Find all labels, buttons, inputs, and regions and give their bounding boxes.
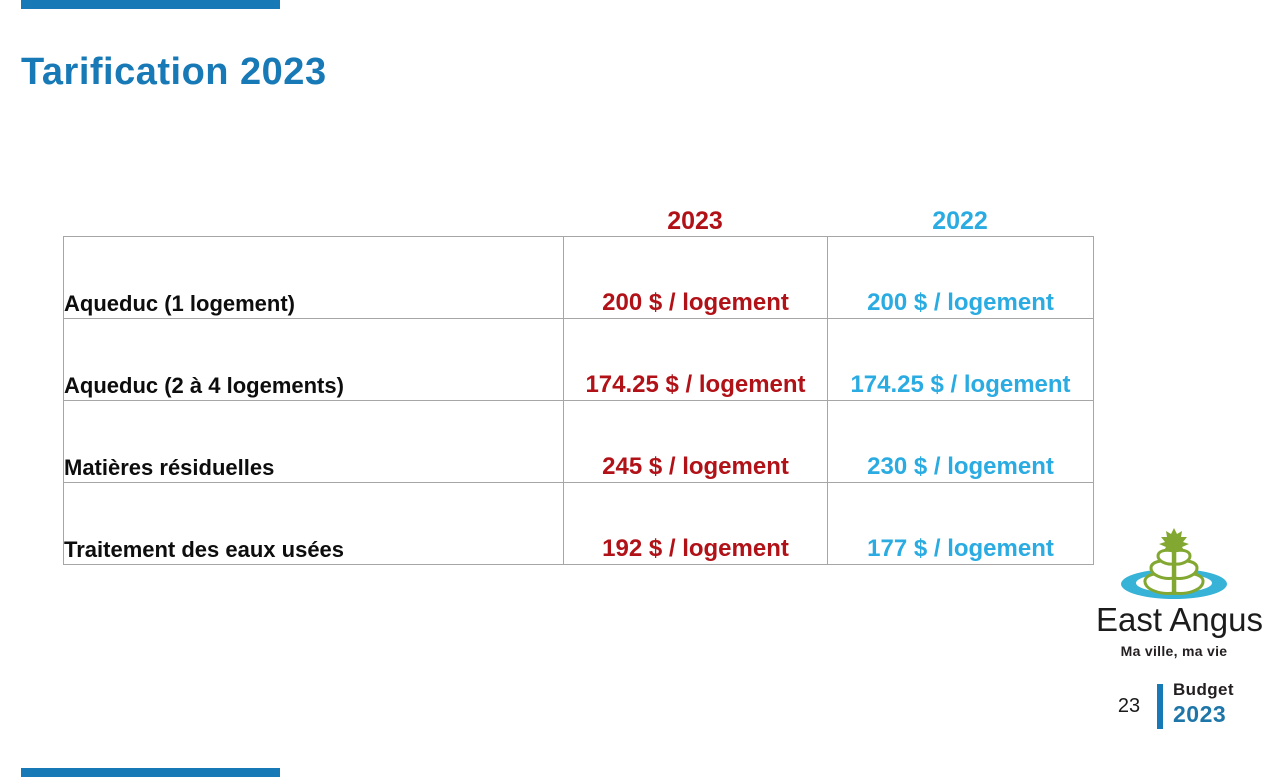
row-label: Matières résiduelles	[63, 400, 564, 483]
logo-wordmark: East Angus	[1096, 601, 1263, 638]
tarification-table: Aqueduc (1 logement) 200 $ / logement 20…	[63, 236, 1094, 565]
row-label: Aqueduc (2 à 4 logements)	[63, 318, 564, 401]
table-row: Aqueduc (2 à 4 logements) 174.25 $ / log…	[63, 318, 1094, 401]
table-row: Traitement des eaux usées 192 $ / logeme…	[63, 482, 1094, 565]
rate-2022: 200 $ / logement	[827, 236, 1094, 319]
row-label: Aqueduc (1 logement)	[63, 236, 564, 319]
rate-2023: 245 $ / logement	[563, 400, 828, 483]
table-row: Matières résiduelles 245 $ / logement 23…	[63, 400, 1094, 483]
footer-divider-bar	[1157, 684, 1163, 729]
east-angus-logo: East Angus Ma ville, ma vie	[1096, 527, 1263, 659]
footer-budget-label: Budget	[1173, 680, 1234, 699]
table-header-2022: 2022	[932, 207, 988, 235]
rate-2022: 177 $ / logement	[827, 482, 1094, 565]
page-number: 23	[1117, 695, 1141, 717]
rate-2023: 192 $ / logement	[563, 482, 828, 565]
rate-2022: 230 $ / logement	[827, 400, 1094, 483]
top-accent-bar	[21, 0, 280, 9]
rate-2023: 174.25 $ / logement	[563, 318, 828, 401]
bottom-accent-bar	[21, 768, 280, 777]
row-label: Traitement des eaux usées	[63, 482, 564, 565]
tree-over-ellipse-icon	[1096, 527, 1252, 601]
table-row: Aqueduc (1 logement) 200 $ / logement 20…	[63, 236, 1094, 319]
table-header-2023: 2023	[667, 207, 723, 235]
footer-budget-year: 2023	[1173, 701, 1227, 727]
rate-2023: 200 $ / logement	[563, 236, 828, 319]
logo-tagline: Ma ville, ma vie	[1120, 643, 1228, 659]
page-title: Tarification 2023	[21, 51, 327, 93]
rate-2022: 174.25 $ / logement	[827, 318, 1094, 401]
